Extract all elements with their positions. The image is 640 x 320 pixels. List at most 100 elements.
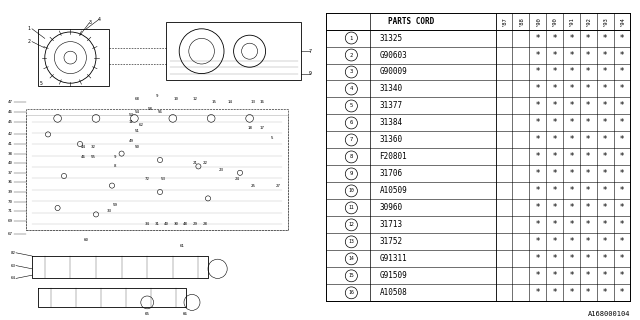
Text: '90: '90 bbox=[552, 16, 557, 26]
Text: *: * bbox=[603, 118, 607, 127]
Text: *: * bbox=[620, 288, 624, 297]
Text: *: * bbox=[603, 84, 607, 93]
Text: *: * bbox=[620, 135, 624, 144]
Text: 69: 69 bbox=[8, 219, 13, 223]
Text: 7: 7 bbox=[309, 49, 312, 54]
Text: 5: 5 bbox=[349, 103, 353, 108]
Text: 61: 61 bbox=[180, 244, 185, 248]
Text: *: * bbox=[603, 187, 607, 196]
Text: *: * bbox=[552, 204, 557, 212]
Text: *: * bbox=[552, 271, 557, 280]
Text: *: * bbox=[536, 101, 540, 110]
Text: *: * bbox=[586, 169, 591, 179]
Text: *: * bbox=[536, 187, 540, 196]
Text: 40: 40 bbox=[8, 161, 13, 165]
Text: 11: 11 bbox=[349, 205, 354, 210]
Text: '87: '87 bbox=[502, 16, 506, 26]
Text: 29: 29 bbox=[193, 222, 198, 226]
Text: 12: 12 bbox=[193, 97, 198, 101]
Text: *: * bbox=[536, 288, 540, 297]
Circle shape bbox=[119, 151, 124, 156]
Text: *: * bbox=[586, 271, 591, 280]
Text: *: * bbox=[570, 51, 573, 60]
Circle shape bbox=[55, 205, 60, 211]
Text: *: * bbox=[552, 84, 557, 93]
Text: *: * bbox=[536, 152, 540, 161]
Text: *: * bbox=[570, 118, 573, 127]
Text: *: * bbox=[570, 187, 573, 196]
Circle shape bbox=[157, 189, 163, 195]
Text: *: * bbox=[586, 237, 591, 246]
Text: *: * bbox=[620, 51, 624, 60]
Text: 21: 21 bbox=[193, 161, 198, 165]
Text: G90603: G90603 bbox=[380, 51, 407, 60]
Text: 53: 53 bbox=[129, 113, 134, 117]
Text: 60: 60 bbox=[84, 238, 89, 242]
Text: *: * bbox=[570, 68, 573, 76]
Text: *: * bbox=[536, 271, 540, 280]
Text: 3: 3 bbox=[349, 69, 353, 75]
Circle shape bbox=[93, 212, 99, 217]
Text: 56: 56 bbox=[157, 110, 163, 114]
Text: G91509: G91509 bbox=[380, 271, 407, 280]
Text: 16: 16 bbox=[260, 100, 265, 104]
Circle shape bbox=[109, 183, 115, 188]
Text: 46: 46 bbox=[81, 155, 86, 159]
Text: 32: 32 bbox=[90, 145, 95, 149]
Text: *: * bbox=[586, 51, 591, 60]
Text: *: * bbox=[570, 237, 573, 246]
Text: 22: 22 bbox=[202, 161, 207, 165]
Text: 18: 18 bbox=[247, 126, 252, 130]
Text: 58: 58 bbox=[148, 107, 153, 111]
Text: 62: 62 bbox=[138, 123, 143, 127]
Text: 31325: 31325 bbox=[380, 34, 403, 43]
Text: *: * bbox=[536, 135, 540, 144]
Text: 9: 9 bbox=[309, 71, 312, 76]
Text: 25: 25 bbox=[250, 184, 255, 188]
Text: *: * bbox=[603, 34, 607, 43]
Text: 64: 64 bbox=[10, 276, 15, 280]
Text: 41: 41 bbox=[8, 142, 13, 146]
Text: *: * bbox=[620, 271, 624, 280]
Text: 33: 33 bbox=[106, 209, 111, 213]
Text: 14: 14 bbox=[228, 100, 233, 104]
Text: *: * bbox=[603, 220, 607, 229]
Text: 4: 4 bbox=[98, 17, 100, 22]
Text: 17: 17 bbox=[260, 126, 265, 130]
Text: *: * bbox=[552, 237, 557, 246]
Text: *: * bbox=[620, 254, 624, 263]
Text: *: * bbox=[552, 118, 557, 127]
Text: 30: 30 bbox=[173, 222, 179, 226]
Text: *: * bbox=[603, 271, 607, 280]
Text: *: * bbox=[620, 84, 624, 93]
Text: *: * bbox=[620, 152, 624, 161]
Text: *: * bbox=[570, 220, 573, 229]
Text: 9: 9 bbox=[349, 172, 353, 176]
Text: 31360: 31360 bbox=[380, 135, 403, 144]
Text: *: * bbox=[570, 84, 573, 93]
Bar bbox=[38, 29, 109, 86]
Text: *: * bbox=[552, 68, 557, 76]
Text: 8: 8 bbox=[114, 164, 116, 168]
Text: *: * bbox=[603, 169, 607, 179]
Text: 72: 72 bbox=[145, 177, 150, 181]
Text: 51: 51 bbox=[135, 129, 140, 133]
Text: 6: 6 bbox=[349, 120, 353, 125]
Text: *: * bbox=[552, 152, 557, 161]
Text: 31340: 31340 bbox=[380, 84, 403, 93]
Text: 5: 5 bbox=[271, 136, 273, 140]
Text: *: * bbox=[586, 101, 591, 110]
Text: *: * bbox=[552, 220, 557, 229]
Text: *: * bbox=[570, 254, 573, 263]
Text: *: * bbox=[620, 204, 624, 212]
Text: '93: '93 bbox=[603, 16, 608, 26]
Text: '90: '90 bbox=[535, 16, 540, 26]
Text: *: * bbox=[603, 152, 607, 161]
Text: *: * bbox=[620, 220, 624, 229]
Text: 37: 37 bbox=[8, 171, 13, 175]
Text: *: * bbox=[536, 204, 540, 212]
Circle shape bbox=[205, 196, 211, 201]
Text: 12: 12 bbox=[349, 222, 354, 228]
Text: 10: 10 bbox=[173, 97, 179, 101]
Text: *: * bbox=[552, 34, 557, 43]
